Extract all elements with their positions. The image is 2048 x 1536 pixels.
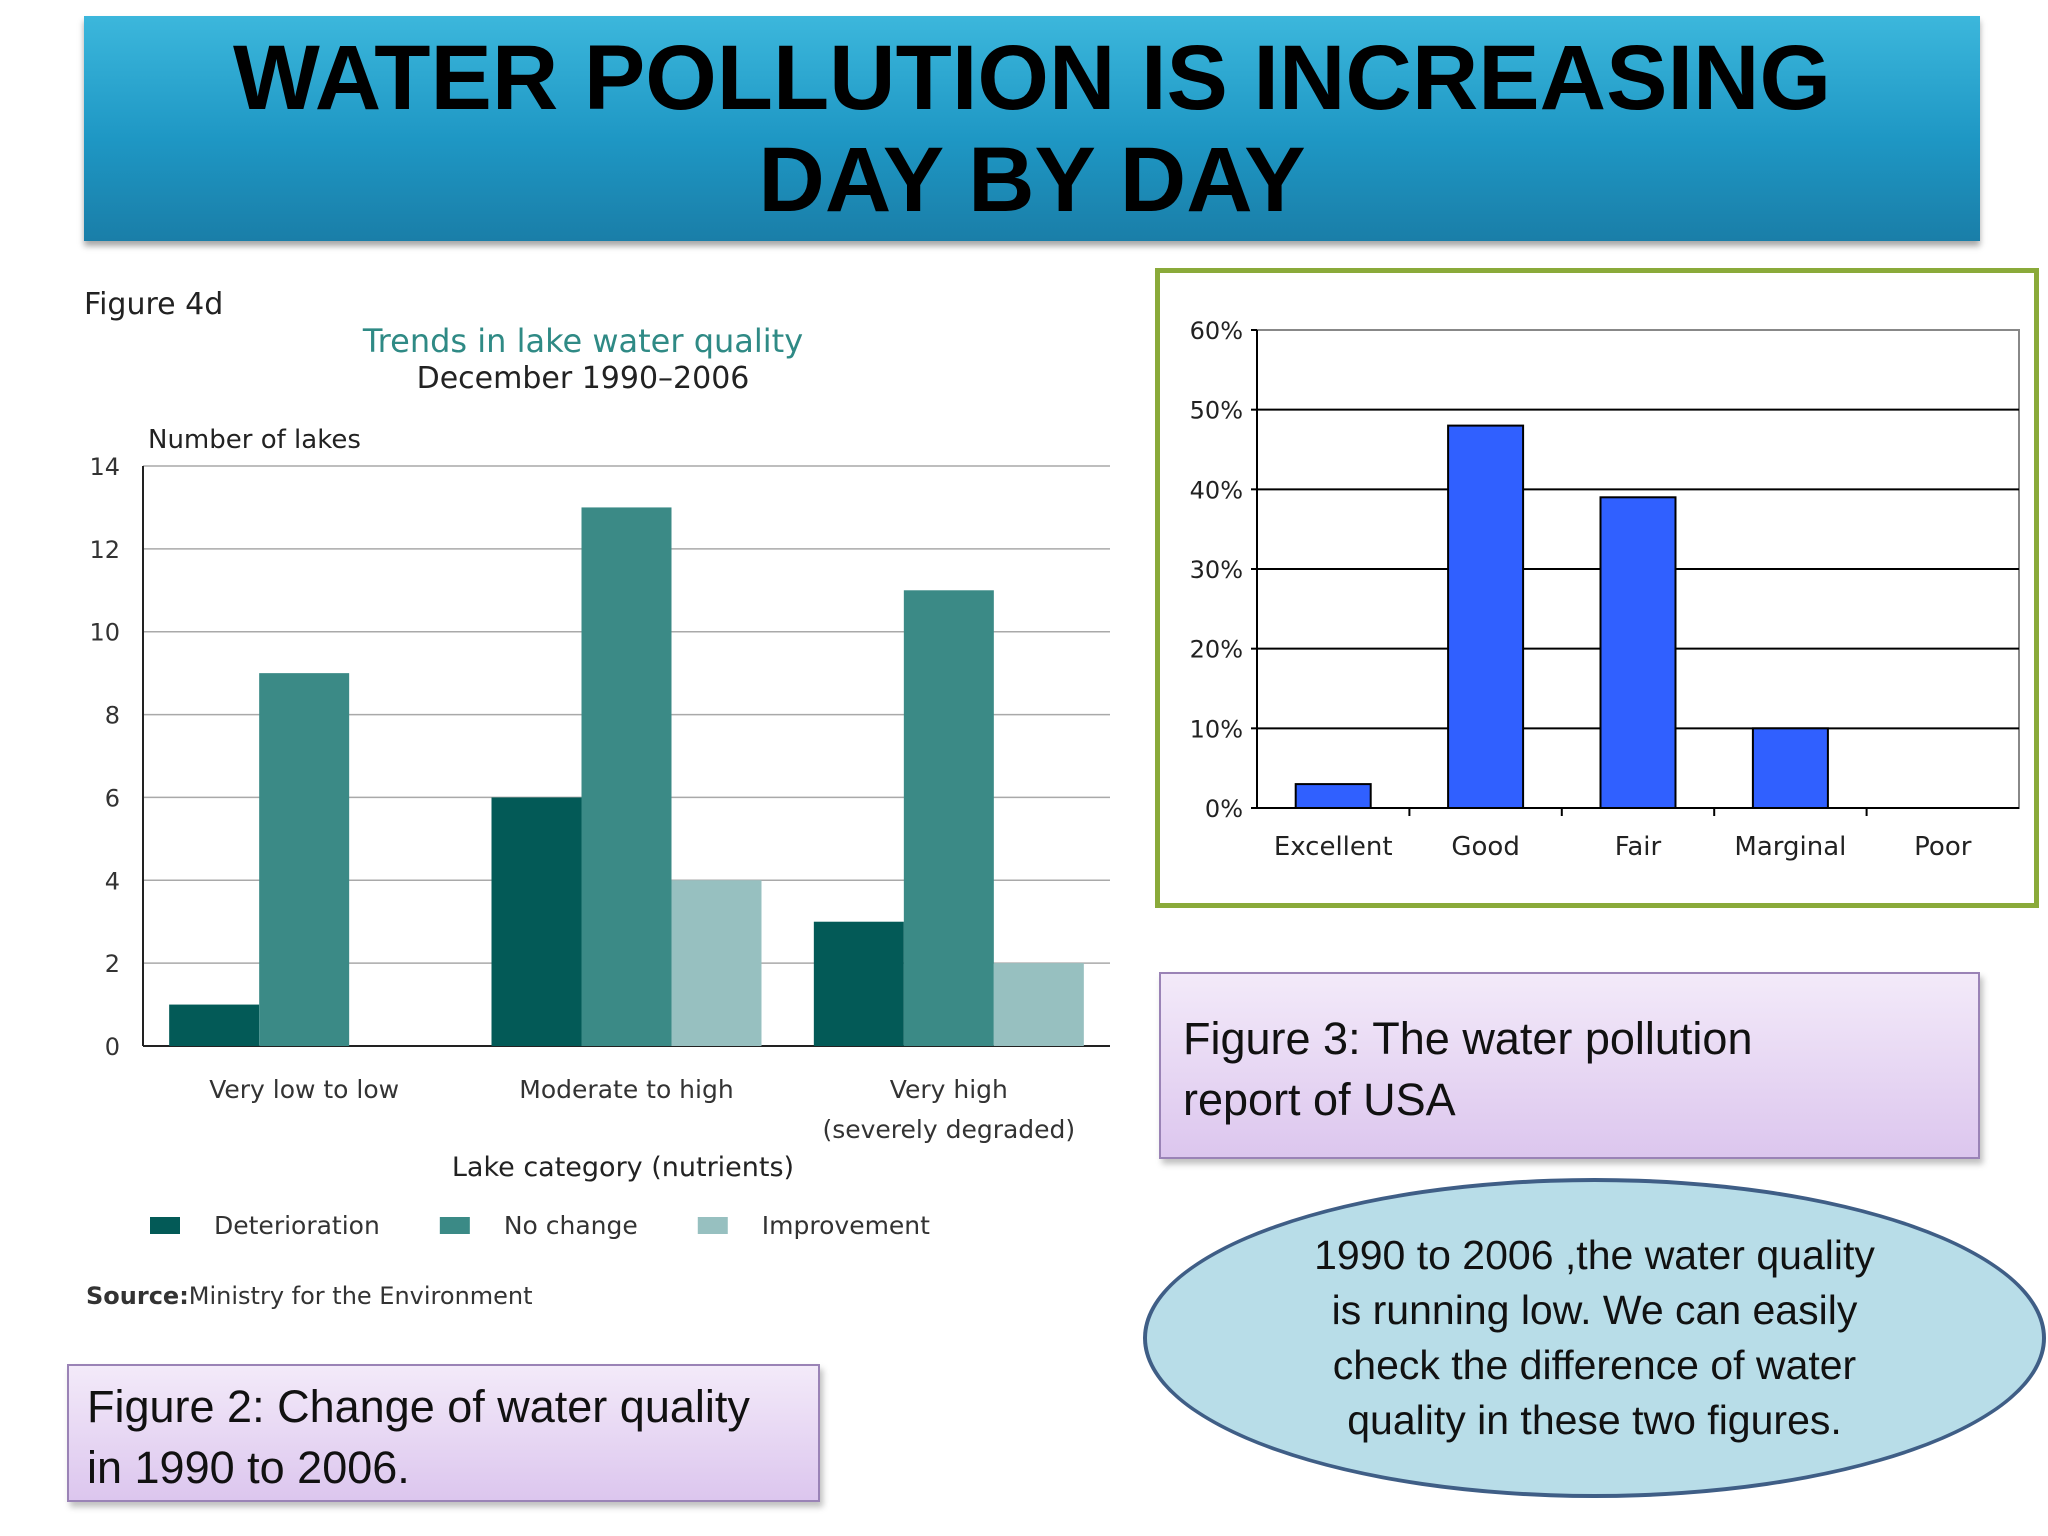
bar-excellent: [1294, 783, 1372, 810]
y-tick-label: 8: [105, 702, 120, 730]
y-tick-label: 10: [89, 619, 120, 647]
chart-title: Trends in lake water quality: [362, 322, 803, 360]
bar-improvement-very-high: [993, 963, 1084, 1046]
bar-deterioration-very-low-to-low: [169, 1004, 260, 1046]
legend-swatch-improvement: [697, 1217, 728, 1234]
summary-text: 1990 to 2006 ,the water quality is runni…: [1314, 1232, 1875, 1443]
legend-label-no-change: No change: [504, 1211, 638, 1240]
x-tick-label: Very low to low: [209, 1075, 399, 1104]
legend-swatch-no-change: [439, 1217, 470, 1234]
y-tick-label: 0: [105, 1033, 120, 1061]
y-axis-label: Number of lakes: [148, 425, 361, 455]
bar-no-change-very-high: [903, 590, 994, 1046]
legend-label-improvement: Improvement: [762, 1211, 930, 1240]
source-note: Source:Ministry for the Environment: [86, 1282, 533, 1310]
y-tick-label: 2: [105, 950, 120, 978]
x-tick-label: Moderate to high: [519, 1075, 733, 1104]
y-tick-label: 12: [89, 536, 120, 564]
y-tick-label: 40%: [1190, 476, 1243, 504]
figure-2-caption: Figure 2: Change of water quality in 199…: [67, 1364, 820, 1502]
bar-no-change-moderate-to-high: [581, 507, 672, 1046]
usa-water-quality-panel: 0% 10% 20% 30% 40% 50% 60% Excellent Good Fair Mar…: [1155, 268, 2039, 908]
y-tick-label: 20%: [1190, 636, 1243, 664]
y-tick-label: 6: [105, 784, 120, 812]
y-tick-label: 30%: [1190, 556, 1243, 584]
chart-subtitle: December 1990–2006: [417, 361, 750, 396]
legend-label-deterioration: Deterioration: [214, 1211, 380, 1240]
bar-marginal: [1751, 727, 1829, 810]
x-tick-label: Fair: [1615, 832, 1662, 862]
title-banner: WATER POLLUTION IS INCREASING DAY BY DAY: [84, 16, 1980, 241]
figure-4d-panel: Figure 4d Trends in lake water quality Dec…: [60, 270, 1130, 1330]
x-tick-label: Good: [1451, 832, 1519, 862]
y-tick-label: 4: [105, 867, 120, 895]
y-tick-label: 14: [89, 453, 120, 481]
slide-title: WATER POLLUTION IS INCREASING DAY BY DAY: [232, 26, 1832, 231]
summary-oval: 1990 to 2006 ,the water quality is runni…: [1143, 1178, 2046, 1498]
bar-deterioration-very-high: [813, 921, 904, 1046]
bar-improvement-moderate-to-high: [671, 880, 762, 1046]
bar-no-change-very-low-to-low: [259, 673, 350, 1046]
bar-deterioration-moderate-to-high: [491, 797, 582, 1046]
lake-quality-chart: Figure 4d Trends in lake water qualityDec…: [84, 287, 1110, 1310]
legend-swatch-deterioration: [150, 1217, 180, 1234]
usa-water-quality-chart: 0% 10% 20% 30% 40% 50% 60% Excellent Good Fair Mar…: [1190, 317, 2020, 862]
x-tick-label: Excellent: [1274, 832, 1393, 862]
figure-label: Figure 4d: [84, 287, 223, 322]
bar-good: [1447, 424, 1525, 809]
figure-3-caption: Figure 3: The water pollution report of …: [1159, 972, 1980, 1159]
bar-fair: [1599, 496, 1677, 810]
x-tick-label: Very high (severely degraded): [822, 1075, 1075, 1144]
x-axis-label: Lake category (nutrients): [452, 1152, 794, 1183]
y-tick-label: 60%: [1190, 317, 1243, 345]
x-tick-label: Marginal: [1734, 832, 1846, 862]
x-tick-label: Poor: [1914, 832, 1972, 862]
y-tick-label: 0%: [1205, 795, 1243, 823]
y-tick-label: 50%: [1190, 397, 1243, 425]
y-tick-label: 10%: [1190, 715, 1243, 743]
